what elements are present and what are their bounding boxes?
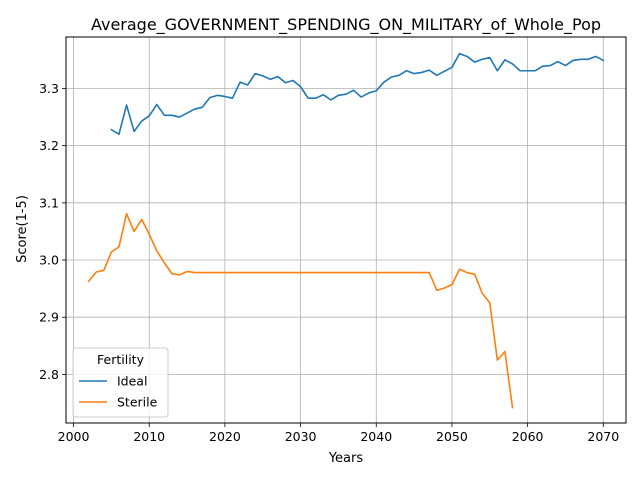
legend-label-sterile: Sterile (117, 395, 158, 410)
series-line-ideal (110, 52, 605, 136)
x-tick-label: 2010 (133, 429, 165, 444)
x-tick-label: 2040 (360, 429, 392, 444)
y-tick-label: 2.9 (39, 310, 59, 325)
x-tick-label: 2020 (209, 429, 241, 444)
legend-title: Fertility (97, 352, 145, 367)
chart-title: Average_GOVERNMENT_SPENDING_ON_MILITARY_… (91, 15, 601, 35)
x-tick-label: 2060 (512, 429, 544, 444)
x-axis-label: Years (328, 451, 364, 466)
legend-box (72, 347, 169, 418)
y-tick-label: 3.2 (39, 138, 59, 153)
legend-label-ideal: Ideal (117, 374, 147, 389)
x-tick-label: 2050 (436, 429, 468, 444)
y-tick-label: 3.3 (39, 81, 59, 96)
y-tick-label: 3.1 (39, 195, 59, 210)
grid (66, 37, 626, 423)
y-tick-label: 3.0 (39, 253, 59, 268)
plot-frame (65, 36, 627, 424)
x-tick-label: 2000 (58, 429, 90, 444)
x-tick-label: 2070 (587, 429, 619, 444)
series-line-sterile (87, 212, 514, 409)
axis-ticks: 2000 2010 2020 2030 2040 2050 2060 2070 2.8 2.9 3.… (39, 81, 619, 444)
series-layer (87, 52, 605, 409)
y-axis-label: Score(1-5) (15, 195, 30, 263)
y-tick-label: 2.8 (39, 367, 59, 382)
x-tick-label: 2030 (285, 429, 317, 444)
legend: Fertility Ideal Sterile (72, 347, 169, 418)
